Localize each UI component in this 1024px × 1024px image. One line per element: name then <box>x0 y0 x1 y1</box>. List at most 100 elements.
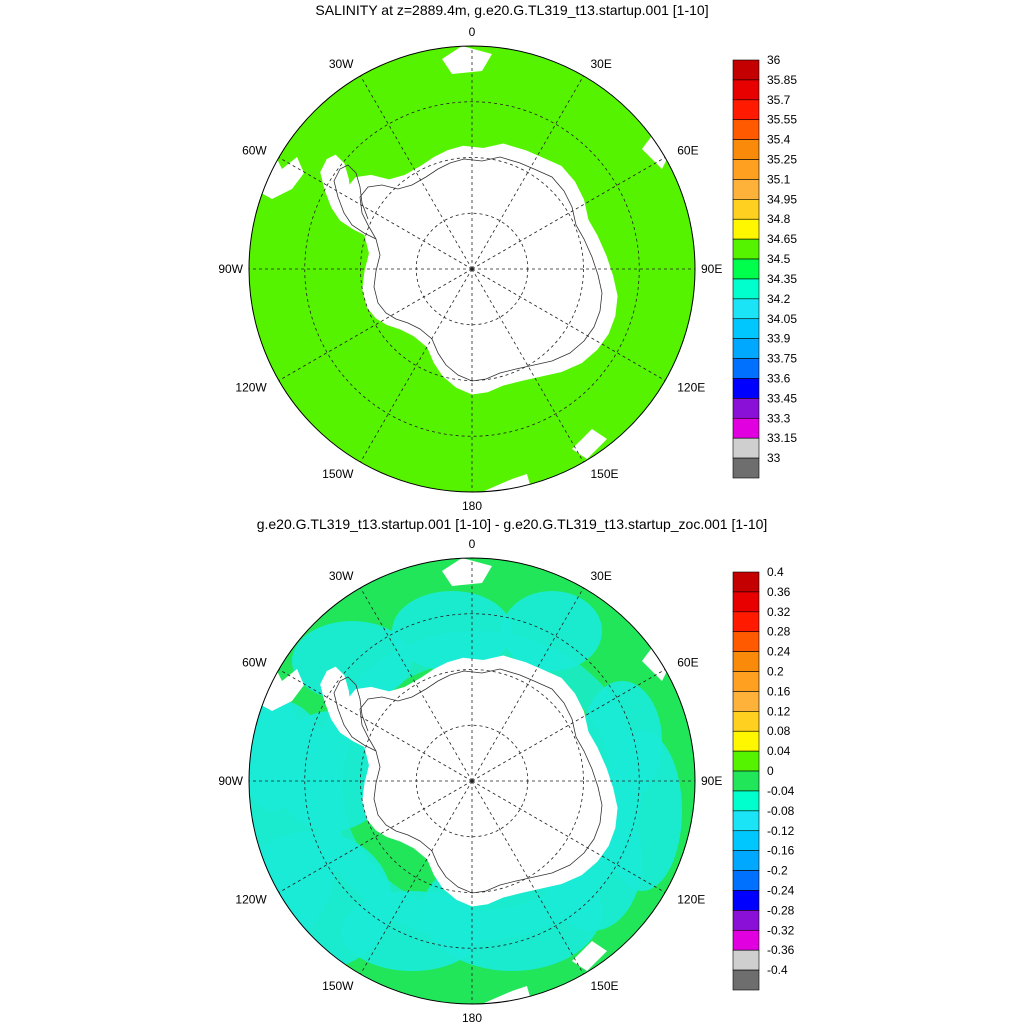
latitude-circle <box>304 101 640 437</box>
antarctica-coastline <box>359 668 603 894</box>
meridian-line <box>360 268 473 463</box>
colorbar-label: 0.24 <box>767 645 791 659</box>
colorbar-swatch <box>732 949 760 971</box>
colorbar-swatch <box>732 850 760 871</box>
colorbar-swatch <box>732 730 760 752</box>
colorbar-swatch <box>732 591 760 613</box>
map-border <box>248 557 696 1005</box>
longitude-label: 180 <box>462 1011 482 1024</box>
meridian-line <box>360 587 473 782</box>
longitude-label: 120E <box>677 893 705 907</box>
map-ocean-field <box>249 558 695 1004</box>
colorbar-swatch <box>732 179 760 200</box>
colorbar-swatch <box>732 398 760 419</box>
colorbar-swatch <box>732 437 760 459</box>
colorbar-label: -0.32 <box>767 923 795 937</box>
colorbar-swatch <box>732 238 760 260</box>
meridian-line <box>471 780 584 975</box>
colorbar: 36 35.85 35.7 35.55 35.4 35.25 35.1 34.95 34.8 34… <box>732 53 797 479</box>
colorbar-swatch <box>732 119 760 140</box>
meridian-line <box>471 587 584 782</box>
colorbar-label: 34.95 <box>767 192 797 206</box>
longitude-label: 30W <box>329 569 354 583</box>
longitude-label: 60E <box>677 656 698 670</box>
land-mass <box>572 429 607 459</box>
colorbar-label: -0.2 <box>767 864 788 878</box>
antarctic-shelf <box>346 143 618 395</box>
colorbar-label: 35.85 <box>767 73 797 87</box>
colorbar-label: 35.4 <box>767 133 791 147</box>
colorbar-swatch <box>732 691 760 712</box>
colorbar-label: 0.16 <box>767 684 791 698</box>
colorbar-swatch <box>732 870 760 891</box>
colorbar-label: 34.65 <box>767 232 797 246</box>
meridian-line <box>278 157 473 270</box>
difference-band <box>312 631 642 941</box>
colorbar-swatch <box>732 159 760 180</box>
latitude-circle <box>360 157 584 381</box>
colorbar-swatch <box>732 711 760 732</box>
colorbar-swatch <box>732 830 760 851</box>
longitude-label: 180 <box>462 499 482 513</box>
antarctic-peninsula-shelf <box>320 154 367 236</box>
bottom-polar-map: 0 30E 60E 90E 120E 150E 180 150W 120W 90W 60W 30W 0.… <box>218 537 795 1024</box>
colorbar-swatch <box>732 417 760 439</box>
land-mass <box>442 46 492 74</box>
colorbar-swatch <box>732 59 760 81</box>
meridian-line <box>278 268 473 381</box>
colorbar-swatch <box>732 910 760 931</box>
colorbar-swatch <box>732 671 760 692</box>
longitude-label: 120W <box>235 893 267 907</box>
colorbar-label: -0.28 <box>767 903 795 917</box>
land-mass <box>572 941 607 971</box>
colorbar-swatch <box>732 571 760 593</box>
longitude-label: 150E <box>591 979 619 993</box>
longitude-label: 60E <box>677 144 698 158</box>
colorbar-label: -0.04 <box>767 784 795 798</box>
colorbar-swatch <box>732 810 760 832</box>
meridian-line <box>471 268 584 463</box>
colorbar-label: 34.2 <box>767 292 791 306</box>
colorbar-label: 0.32 <box>767 605 791 619</box>
colorbar-label: 0.12 <box>767 704 791 718</box>
colorbar-swatch <box>732 631 760 652</box>
meridian-line <box>360 75 473 270</box>
longitude-label: 30E <box>591 569 612 583</box>
latitude-circle <box>360 669 584 893</box>
colorbar-label: 35.1 <box>767 172 791 186</box>
colorbar-label: 34.35 <box>767 272 797 286</box>
colorbar-label: 34.5 <box>767 252 791 266</box>
colorbar-swatch <box>732 278 760 300</box>
colorbar-label: 33 <box>767 451 781 465</box>
colorbar-label: 34.05 <box>767 312 797 326</box>
map-ocean-field <box>249 46 695 492</box>
colorbar-label: 36 <box>767 53 781 67</box>
top-map-title: SALINITY at z=2889.4m, g.e20.G.TL319_t13… <box>315 2 709 18</box>
colorbar-label: 0 <box>767 764 774 778</box>
colorbar-label: 35.7 <box>767 93 791 107</box>
meridian-line <box>471 157 666 270</box>
colorbar-swatch <box>732 457 760 479</box>
colorbar-swatch <box>732 890 760 911</box>
colorbar-label: -0.08 <box>767 804 795 818</box>
colorbar-swatch <box>732 79 760 101</box>
colorbar-swatch <box>732 318 760 339</box>
longitude-label: 0 <box>469 537 476 551</box>
colorbar-swatch <box>732 298 760 320</box>
colorbar-label: 33.6 <box>767 371 791 385</box>
map-border <box>248 45 696 493</box>
colorbar-swatch <box>732 969 760 991</box>
antarctica-coastline <box>359 156 603 382</box>
colorbar: 0.4 0.36 0.32 0.28 0.24 0.2 0.16 0.12 0.08 0.04 0 -… <box>732 565 795 991</box>
colorbar-swatch <box>732 770 760 792</box>
latitude-circle <box>304 613 640 949</box>
colorbar-swatch <box>732 790 760 812</box>
meridian-line <box>360 780 473 975</box>
bottom-map-title: g.e20.G.TL319_t13.startup.001 [1-10] - g… <box>256 516 768 532</box>
colorbar-label: 0.2 <box>767 665 784 679</box>
colorbar-label: -0.12 <box>767 824 795 838</box>
meridian-line <box>278 780 473 893</box>
colorbar-swatch <box>732 99 760 121</box>
colorbar-swatch <box>732 139 760 160</box>
longitude-label: 90E <box>701 262 722 276</box>
